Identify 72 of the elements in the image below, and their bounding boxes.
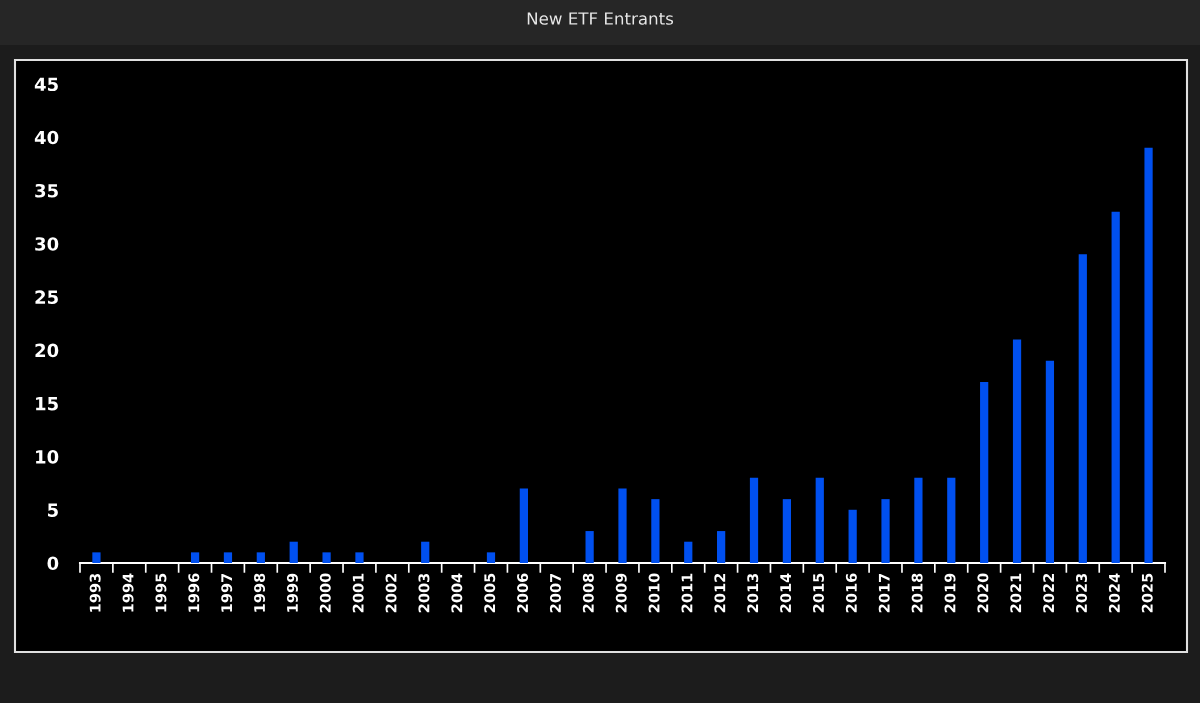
- x-tick-label: 2005: [484, 573, 496, 613]
- bar: [1012, 339, 1022, 563]
- x-tick-label: 1999: [286, 573, 298, 612]
- x-tick-label: 2009: [615, 573, 627, 613]
- x-tick-label: 2004: [451, 573, 463, 613]
- bar: [355, 552, 364, 563]
- bar: [815, 477, 824, 563]
- x-tick-label: 2006: [517, 573, 529, 613]
- x-tick-label: 2008: [582, 573, 594, 613]
- chart-title: New ETF Entrants: [527, 12, 674, 25]
- bar: [618, 488, 627, 563]
- x-tick-label: 2021: [1010, 573, 1022, 613]
- y-tick-label: 0: [47, 556, 59, 571]
- y-tick-label: 15: [36, 397, 58, 411]
- bar: [92, 552, 101, 563]
- x-tick-label: 2010: [648, 573, 660, 613]
- x-tick-label: 1993: [89, 573, 101, 612]
- bar: [749, 477, 759, 563]
- x-tick-label: 2025: [1141, 573, 1153, 613]
- bar: [256, 552, 265, 563]
- y-tick-label: 30: [35, 237, 59, 251]
- y-tick-label: 10: [36, 450, 59, 464]
- x-tick-label: 1996: [188, 573, 200, 612]
- bar: [1045, 360, 1055, 563]
- x-tick-label: 2001: [352, 573, 364, 613]
- x-tick-label: 1995: [155, 573, 167, 612]
- bar: [980, 382, 989, 563]
- bar: [684, 541, 693, 563]
- y-tick-label: 5: [48, 503, 58, 517]
- bar: [717, 531, 726, 563]
- y-tick-label: 45: [34, 77, 58, 92]
- x-tick-label: 2018: [911, 573, 923, 613]
- x-tick-label: 2019: [944, 573, 956, 613]
- y-tick-label: 35: [35, 183, 58, 198]
- bar: [848, 509, 857, 563]
- y-tick-label: 40: [34, 130, 59, 145]
- y-tick-label: 20: [35, 343, 59, 358]
- bar: [914, 477, 923, 563]
- y-tick-label: 25: [35, 290, 58, 305]
- bar: [651, 499, 660, 563]
- bar: [289, 541, 298, 563]
- x-tick-label: 2012: [714, 573, 726, 613]
- bar: [947, 477, 956, 563]
- x-tick-label: 2020: [977, 573, 989, 613]
- x-tick-label: 2022: [1043, 573, 1055, 613]
- x-tick-label: 2003: [418, 573, 430, 613]
- bar: [881, 499, 890, 563]
- x-tick-label: 2015: [812, 573, 824, 613]
- bar: [1078, 254, 1087, 563]
- bar: [1111, 211, 1120, 563]
- bar: [782, 499, 791, 563]
- bar: [421, 541, 430, 563]
- x-tick-label: 2016: [845, 573, 857, 613]
- bar: [1144, 147, 1153, 563]
- x-tick-label: 1998: [254, 573, 266, 612]
- bar: [223, 552, 233, 563]
- bar: [190, 552, 200, 563]
- x-tick-label: 2007: [549, 573, 561, 613]
- x-tick-label: 2023: [1076, 573, 1088, 613]
- bar: [322, 552, 331, 563]
- bar: [585, 531, 594, 563]
- x-tick-label: 1997: [221, 573, 233, 612]
- x-tick-label: 2002: [385, 573, 397, 613]
- x-tick-label: 1994: [122, 573, 134, 612]
- x-tick-label: 2011: [681, 573, 693, 613]
- bar: [519, 488, 528, 563]
- x-tick-label: 2013: [747, 573, 759, 613]
- x-tick-label: 2014: [780, 573, 792, 613]
- x-tick-label: 2024: [1108, 573, 1120, 613]
- x-tick-label: 2000: [319, 573, 331, 613]
- x-tick-label: 2017: [878, 573, 890, 613]
- bar: [486, 552, 496, 563]
